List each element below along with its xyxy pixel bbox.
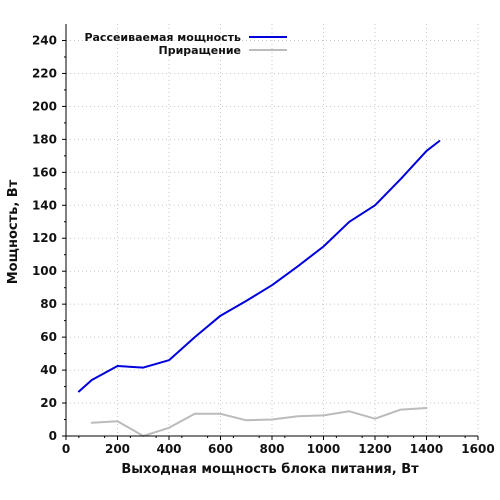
legend-label-1: Рассеиваемая мощность bbox=[84, 31, 241, 44]
x-tick-label: 400 bbox=[156, 442, 181, 456]
y-tick-label: 80 bbox=[40, 297, 57, 311]
x-tick-label: 800 bbox=[259, 442, 284, 456]
y-tick-label: 60 bbox=[40, 330, 57, 344]
y-tick-label: 240 bbox=[32, 33, 57, 47]
x-tick-label: 1600 bbox=[461, 442, 494, 456]
x-axis-label: Выходная мощность блока питания, Вт bbox=[121, 462, 419, 477]
y-tick-label: 180 bbox=[32, 132, 57, 146]
x-tick-label: 1200 bbox=[358, 442, 391, 456]
axes bbox=[62, 24, 479, 440]
y-tick-label: 100 bbox=[32, 264, 57, 278]
y-tick-label: 160 bbox=[32, 165, 57, 179]
y-tick-label: 20 bbox=[40, 396, 57, 410]
tick-labels: 0 200 400 600 800 1000 1200 1400 1600 0 20 40 60 80 10… bbox=[32, 33, 495, 456]
y-tick-label: 0 bbox=[49, 429, 57, 443]
series-lines bbox=[77, 140, 441, 437]
x-tick-label: 1400 bbox=[410, 442, 443, 456]
x-tick-label: 200 bbox=[105, 442, 130, 456]
y-tick-label: 40 bbox=[40, 363, 57, 377]
x-tick-label: 0 bbox=[62, 442, 70, 456]
y-axis-label: Мощность, Вт bbox=[6, 179, 21, 284]
grid-lines bbox=[66, 24, 479, 436]
y-tick-label: 200 bbox=[32, 99, 57, 113]
series-line-2 bbox=[90, 407, 428, 437]
series-line-1 bbox=[77, 140, 441, 393]
y-tick-label: 220 bbox=[32, 66, 57, 80]
x-tick-label: 1000 bbox=[307, 442, 340, 456]
y-tick-label: 120 bbox=[32, 231, 57, 245]
y-tick-label: 140 bbox=[32, 198, 57, 212]
x-tick-label: 600 bbox=[208, 442, 233, 456]
legend-label-2: Приращение bbox=[159, 44, 241, 57]
